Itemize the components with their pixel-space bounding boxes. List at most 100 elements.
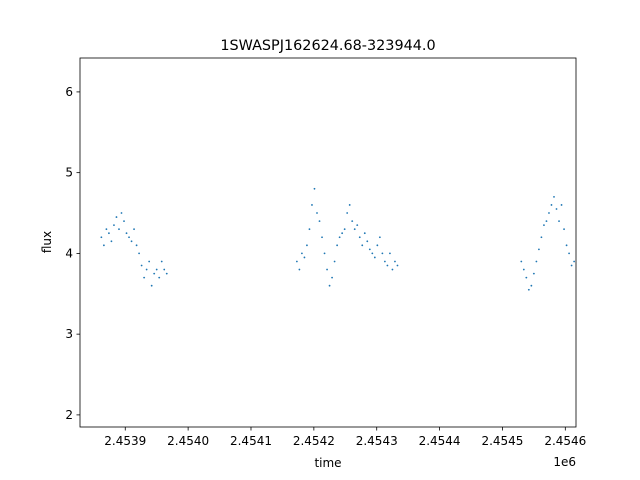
data-point bbox=[306, 244, 308, 247]
data-point bbox=[520, 260, 523, 263]
data-point bbox=[102, 244, 105, 247]
data-point bbox=[570, 264, 573, 267]
data-point bbox=[558, 220, 560, 223]
x-tick-label: 2.4540 bbox=[167, 434, 209, 448]
data-point bbox=[125, 232, 128, 235]
data-point bbox=[303, 256, 306, 259]
x-tick-label: 2.4541 bbox=[230, 434, 272, 448]
data-point bbox=[363, 232, 366, 235]
data-point bbox=[543, 224, 545, 227]
x-tick-label: 2.4542 bbox=[293, 434, 335, 448]
data-point bbox=[373, 256, 376, 259]
y-tick-label: 6 bbox=[65, 85, 73, 99]
y-axis: 2 3 4 5 6 bbox=[65, 85, 80, 422]
data-point bbox=[133, 228, 135, 231]
data-point bbox=[138, 252, 140, 255]
data-point bbox=[323, 252, 326, 255]
data-point bbox=[165, 272, 168, 275]
data-point bbox=[555, 208, 558, 210]
data-point bbox=[548, 212, 550, 214]
data-point bbox=[143, 276, 146, 279]
y-tick-label: 3 bbox=[65, 327, 73, 341]
data-point bbox=[368, 248, 371, 251]
data-point bbox=[532, 272, 535, 275]
data-point bbox=[525, 276, 528, 279]
data-point bbox=[108, 232, 110, 235]
data-point bbox=[120, 212, 123, 214]
data-point bbox=[351, 220, 354, 223]
data-point bbox=[118, 228, 120, 231]
data-point bbox=[366, 240, 369, 243]
data-point bbox=[386, 264, 389, 267]
data-point bbox=[313, 187, 316, 190]
data-point bbox=[394, 260, 396, 263]
data-point bbox=[560, 204, 563, 206]
data-point bbox=[301, 252, 303, 255]
data-point bbox=[383, 260, 386, 263]
data-point bbox=[396, 264, 399, 267]
y-axis-label: flux bbox=[40, 231, 54, 253]
y-tick-label: 5 bbox=[65, 166, 73, 180]
data-point bbox=[346, 212, 349, 214]
chart-title: 1SWASPJ162624.68-323944.0 bbox=[220, 38, 435, 54]
x-tick-label: 2.4544 bbox=[419, 434, 461, 448]
data-point bbox=[115, 216, 118, 218]
data-point bbox=[376, 244, 379, 247]
data-point bbox=[341, 232, 344, 235]
data-point bbox=[540, 236, 543, 239]
data-point bbox=[148, 260, 151, 263]
data-point bbox=[113, 224, 115, 227]
data-point bbox=[550, 204, 553, 206]
x-tick-label: 2.4539 bbox=[104, 434, 146, 448]
data-point bbox=[326, 268, 328, 271]
data-point bbox=[110, 240, 113, 243]
data-point bbox=[563, 228, 565, 231]
data-point bbox=[100, 236, 103, 239]
data-point bbox=[105, 228, 108, 231]
data-point bbox=[311, 204, 313, 206]
data-point bbox=[361, 244, 364, 247]
data-point bbox=[573, 260, 576, 263]
x-tick-label: 2.4546 bbox=[544, 434, 586, 448]
data-point bbox=[378, 236, 381, 239]
data-point bbox=[321, 236, 323, 239]
data-point bbox=[150, 284, 153, 287]
data-point bbox=[371, 252, 374, 255]
data-point bbox=[538, 248, 540, 251]
data-point bbox=[163, 268, 166, 271]
data-point bbox=[160, 260, 163, 263]
data-point bbox=[356, 224, 359, 227]
data-point bbox=[128, 236, 130, 239]
data-point bbox=[316, 212, 318, 214]
data-point bbox=[155, 268, 158, 271]
data-point bbox=[353, 228, 356, 231]
data-point bbox=[381, 252, 384, 255]
data-point bbox=[123, 220, 125, 223]
data-point bbox=[522, 268, 525, 271]
data-point bbox=[348, 204, 351, 206]
data-point bbox=[333, 260, 336, 263]
data-point bbox=[553, 195, 555, 198]
data-point bbox=[343, 228, 346, 231]
x-axis-offset-label: 1e6 bbox=[553, 455, 576, 469]
data-point bbox=[328, 284, 331, 287]
data-point bbox=[545, 220, 548, 223]
y-tick-label: 2 bbox=[65, 408, 73, 422]
data-point bbox=[535, 260, 538, 263]
x-axis: 2.4539 2.4540 2.4541 2.4542 2.4543 2.4544 2.45… bbox=[104, 427, 586, 448]
data-point bbox=[135, 244, 138, 247]
data-point bbox=[295, 260, 298, 263]
data-point bbox=[140, 264, 143, 267]
data-point bbox=[358, 236, 361, 239]
data-point bbox=[331, 276, 333, 279]
data-point bbox=[158, 276, 161, 279]
data-point bbox=[565, 244, 568, 247]
data-point bbox=[389, 252, 391, 255]
data-point bbox=[318, 220, 321, 223]
x-tick-label: 2.4543 bbox=[356, 434, 398, 448]
data-point bbox=[527, 288, 530, 291]
x-tick-label: 2.4545 bbox=[481, 434, 523, 448]
data-point bbox=[568, 252, 570, 255]
